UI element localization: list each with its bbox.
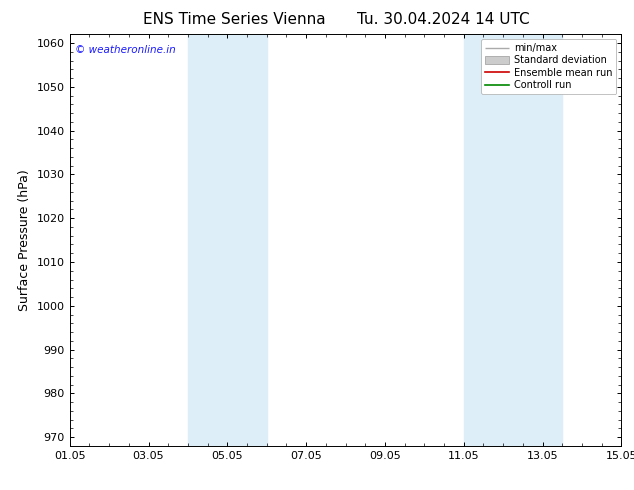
Bar (188, 34, 267, 446)
Y-axis label: Surface Pressure (hPa): Surface Pressure (hPa) (18, 169, 31, 311)
Text: ENS Time Series Vienna: ENS Time Series Vienna (143, 12, 326, 27)
Legend: min/max, Standard deviation, Ensemble mean run, Controll run: min/max, Standard deviation, Ensemble me… (481, 39, 616, 94)
Bar (463, 34, 562, 446)
Text: © weatheronline.in: © weatheronline.in (75, 45, 176, 54)
Text: Tu. 30.04.2024 14 UTC: Tu. 30.04.2024 14 UTC (358, 12, 530, 27)
